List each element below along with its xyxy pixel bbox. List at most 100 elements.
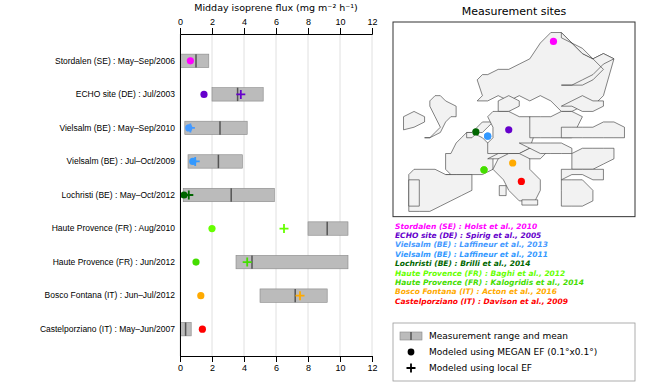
country-outline: [477, 33, 614, 112]
axis-title: Midday isoprene flux (mg m⁻² h⁻¹): [194, 2, 358, 13]
tick-label: 4: [242, 363, 247, 373]
legend-entry: Modeled using MEGAN EF (0.1°x0.1°): [429, 347, 597, 357]
tick-mark: [372, 356, 373, 362]
tick: Vielsalm (BE) : Jul–Oct/2009: [67, 156, 176, 166]
legend-entry: Haute Provence (FR) : Kalogridis et al.,…: [395, 278, 584, 287]
mean-line: [230, 188, 232, 201]
site-dot: [484, 133, 491, 140]
legend-entry: Haute Provence (FR) : Baghi et al., 2012: [395, 269, 565, 278]
country-outline: [561, 33, 614, 86]
tick-mark: [244, 356, 245, 362]
tick-label: 12: [367, 17, 377, 27]
range-bar: [260, 289, 327, 302]
local-cross: [296, 291, 305, 300]
tick: Haute Provence (FR) : Aug/2010: [52, 223, 176, 233]
local-cross: [186, 123, 195, 132]
tick: 2: [210, 17, 215, 34]
tick-mark: [212, 356, 213, 362]
plot-area: [180, 54, 348, 336]
site-dot: [509, 159, 516, 166]
tick-mark: [340, 356, 341, 362]
legend-entry: Castelporziano (IT) : Davison et al., 20…: [395, 297, 568, 306]
grid-line: [180, 34, 181, 356]
grid: [180, 34, 372, 356]
tick-mark: [276, 356, 277, 362]
tick-mark: [180, 356, 181, 362]
tick: Haute Provence (FR) : Jun/2012: [53, 257, 176, 267]
mean-line: [219, 121, 221, 134]
tick-label: 8: [306, 17, 311, 27]
tick: 12: [367, 17, 377, 34]
mean-line: [326, 222, 328, 235]
map-legend: Stordalen (SE) : Holst et al., 2010ECHO …: [395, 222, 584, 306]
megan-dot: [187, 57, 194, 64]
tick: 12: [367, 356, 377, 373]
axis-line: [180, 35, 181, 357]
mean-line: [185, 322, 187, 335]
legend-entry: Vielsalm (BE) : Laffineur et al., 2013: [395, 240, 548, 249]
country-outline: [519, 143, 572, 154]
tick: 4: [242, 17, 247, 34]
tick-label: Vielsalm (BE) : Jul–Oct/2009: [67, 156, 176, 166]
tick-mark: [372, 28, 373, 34]
country-outline: [561, 180, 593, 206]
map-frame: [393, 22, 635, 217]
legend-swatch: [410, 332, 412, 340]
range-bar: [188, 155, 242, 168]
megan-dot: [200, 91, 207, 98]
mean-line: [195, 54, 197, 67]
tick-label: 0: [178, 17, 183, 27]
tick: Vielsalm (BE) : May–Sep/2010: [59, 123, 175, 133]
country-outline: [409, 169, 472, 211]
country-outline: [425, 96, 457, 138]
tick-label: Haute Provence (FR) : Jun/2012: [53, 257, 176, 267]
tick: ECHO site (DE) : Jul/2003: [76, 89, 175, 99]
tick-label: 2: [210, 363, 215, 373]
legend-entry: Stordalen (SE) : Holst et al., 2010: [395, 222, 537, 231]
tick: 6: [274, 356, 279, 373]
tick-label: 10: [335, 363, 345, 373]
tick: 4: [242, 356, 247, 373]
x-axis-top: 024681012: [178, 17, 378, 35]
megan-dot: [208, 225, 215, 232]
tick: 10: [335, 356, 345, 373]
tick-mark: [244, 28, 245, 34]
range-bar: [308, 222, 348, 235]
tick-mark: [212, 28, 213, 34]
tick: Bosco Fontana (IT) : Jun–Jul/2012: [45, 290, 176, 300]
local-cross: [184, 191, 193, 200]
tick-label: 8: [306, 363, 311, 373]
y-axis: Stordalen (SE) : May–Sep/2006 ECHO site (…: [40, 35, 181, 357]
grid-line: [276, 34, 277, 356]
range-bar: [180, 322, 191, 335]
local-cross: [243, 258, 252, 267]
tick-label: 0: [178, 363, 183, 373]
legend-entry: Measurement range and mean: [429, 331, 568, 341]
site-dot: [480, 166, 487, 173]
chart-title: Measurement sites: [462, 5, 567, 18]
legend-swatch: [407, 364, 416, 373]
legend-frame: [393, 323, 635, 381]
site-dot: [550, 38, 557, 45]
scatter-series: [180, 57, 215, 333]
local-cross: [236, 90, 245, 99]
tick-mark: [308, 356, 309, 362]
legend: Measurement range and mean Modeled using …: [393, 323, 635, 381]
tick: 8: [306, 17, 311, 34]
megan-dot: [192, 258, 199, 265]
tick: 8: [306, 356, 311, 373]
country-outline: [499, 186, 506, 196]
map-area: [404, 33, 625, 212]
tick: 0: [178, 17, 183, 34]
megan-dot: [199, 326, 206, 333]
legend-entry: Vielsalm (BE) : Laffineur et al., 2011: [395, 250, 548, 259]
grid-line: [372, 34, 373, 356]
tick-label: 6: [274, 363, 279, 373]
legend-entry: Lochristi (BE) : Brilli et al., 2014: [395, 259, 531, 268]
tick: Stordalen (SE) : May–Sep/2006: [55, 56, 175, 66]
tick-label: ECHO site (DE) : Jul/2003: [76, 89, 175, 99]
local-cross: [280, 224, 289, 233]
country-outline: [493, 154, 540, 201]
axis-line: [181, 357, 373, 363]
range-series: [180, 54, 348, 336]
